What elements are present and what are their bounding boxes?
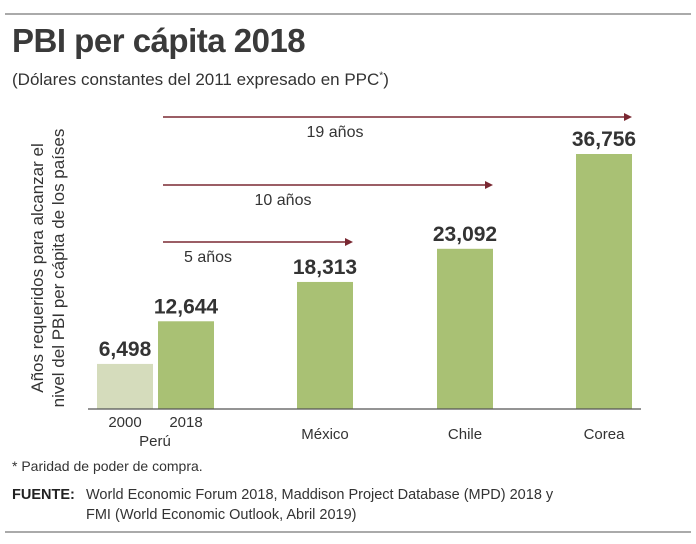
category-label: Chile [448, 426, 482, 443]
arrow-label: 19 años [307, 124, 364, 141]
data-label: 12,644 [154, 295, 219, 318]
ylabel-line-1: Años requeridos para alcanzar el [28, 143, 47, 392]
source-line-2: FMI (World Economic Outlook, Abril 2019) [86, 507, 357, 523]
category-label: Corea [584, 426, 626, 443]
bar-Perú-2000 [97, 363, 153, 409]
arrow-label: 5 años [184, 249, 232, 266]
subtitle-footnote-mark: * [379, 70, 384, 82]
top-rule [5, 13, 691, 15]
group-label-peru: Perú [139, 433, 171, 450]
bar-Corea [576, 154, 632, 409]
arrow-label: 10 años [255, 192, 312, 209]
chart-title: PBI per cápita 2018 [12, 22, 306, 59]
data-label: 23,092 [433, 223, 497, 246]
source-label: FUENTE: [12, 487, 75, 503]
bar-Perú-2018 [158, 321, 214, 409]
bar-Chile [437, 248, 493, 409]
data-label: 6,498 [99, 338, 152, 361]
footnote: * Paridad de poder de compra. [12, 458, 203, 474]
arrow-head-icon [624, 113, 632, 121]
category-label: México [301, 426, 349, 443]
source-line-1: World Economic Forum 2018, Maddison Proj… [86, 487, 554, 503]
arrow-head-icon [485, 181, 493, 189]
source: FUENTE: World Economic Forum 2018, Maddi… [12, 485, 692, 527]
category-label: 2018 [169, 414, 202, 431]
subtitle-text: (Dólares constantes del 2011 expresado e… [12, 70, 380, 89]
category-label: 2000 [108, 414, 141, 431]
arrow-head-icon [345, 238, 353, 246]
bottom-rule [5, 531, 691, 533]
ylabel-line-2: nivel del PBI per cápita de los países [49, 129, 68, 408]
chart-subtitle: (Dólares constantes del 2011 expresado e… [12, 70, 389, 89]
bar-México [297, 281, 353, 409]
data-label: 18,313 [293, 256, 357, 279]
data-label: 36,756 [572, 128, 636, 151]
